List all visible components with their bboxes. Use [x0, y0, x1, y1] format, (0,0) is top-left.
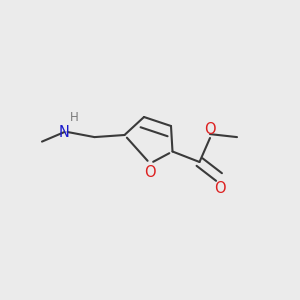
Text: O: O — [214, 181, 225, 196]
Text: O: O — [144, 165, 156, 180]
Text: H: H — [70, 111, 79, 124]
Text: O: O — [204, 122, 216, 137]
Text: N: N — [59, 125, 70, 140]
